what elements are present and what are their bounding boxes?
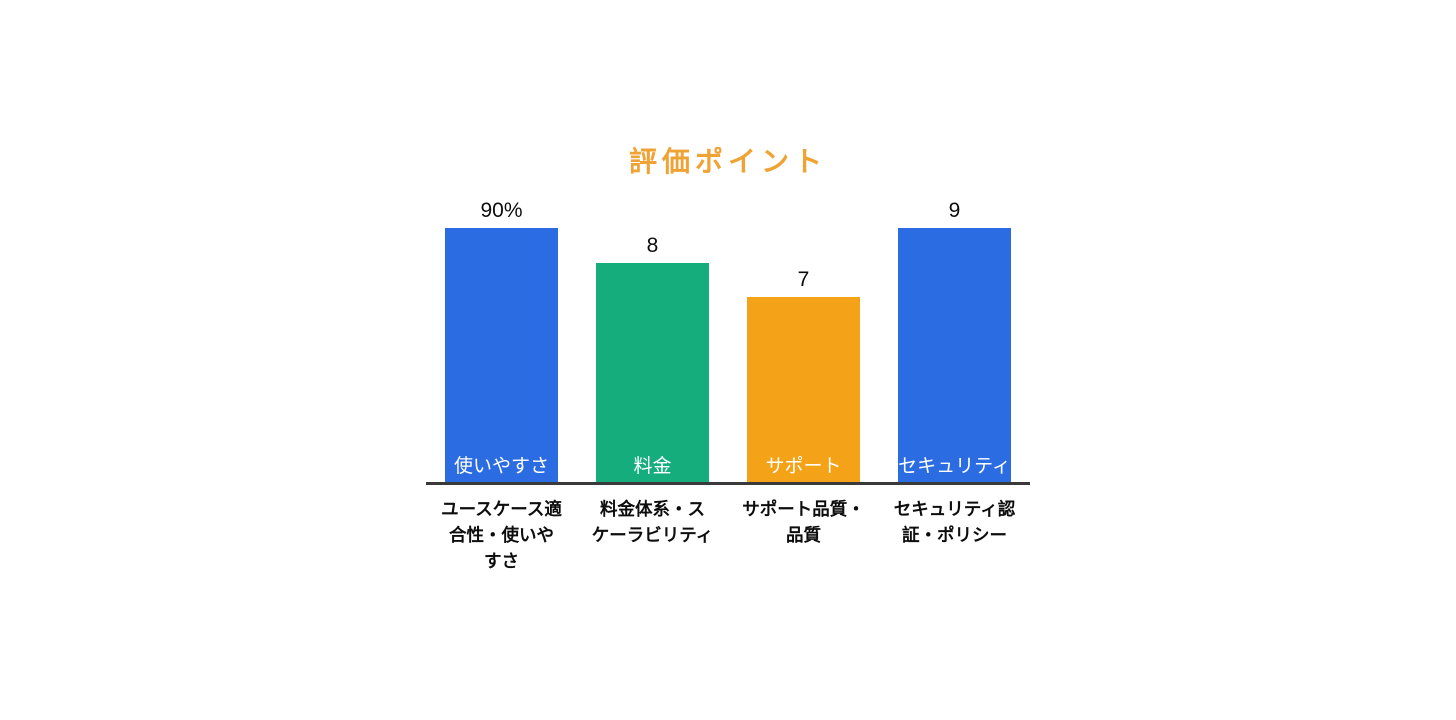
- bar: セキュリティ: [898, 228, 1011, 483]
- bar-group: 8 料金: [577, 195, 728, 483]
- bar-group: 7 サポート: [728, 195, 879, 483]
- category-label: セキュリティ認 証・ポリシー: [893, 499, 1016, 545]
- category-label: サポート品質・ 品質: [742, 499, 865, 545]
- bar-value-label: 90%: [480, 199, 523, 222]
- bar: 料金: [596, 263, 709, 483]
- bar: サポート: [747, 297, 860, 483]
- bar-inner-label: サポート: [765, 456, 842, 477]
- bar: 使いやすさ: [445, 228, 558, 483]
- chart-title: 評価ポイント: [628, 146, 827, 177]
- bar-group: 9 セキュリティ: [879, 195, 1030, 483]
- bar-value-label: 7: [797, 268, 810, 291]
- bar-inner-label: セキュリティ: [898, 456, 1011, 477]
- category-labels-row: ユースケース適 合性・使いや すさ 料金体系・ス ケーラビリティ サポート品質・…: [426, 496, 1030, 574]
- bar-inner-label: 使いやすさ: [453, 456, 550, 477]
- category-label: 料金体系・ス ケーラビリティ: [591, 499, 714, 545]
- bar-value-label: 9: [948, 199, 961, 222]
- bar-inner-label: 料金: [633, 456, 672, 477]
- bar-group: 90% 使いやすさ: [426, 195, 577, 483]
- category-label: ユースケース適 合性・使いや すさ: [441, 499, 562, 571]
- bar-value-label: 8: [646, 234, 659, 257]
- x-axis-line: [426, 482, 1030, 485]
- plot-area: 90% 使いやすさ 8 料金 7 サポート 9 セキュリティ: [426, 195, 1030, 485]
